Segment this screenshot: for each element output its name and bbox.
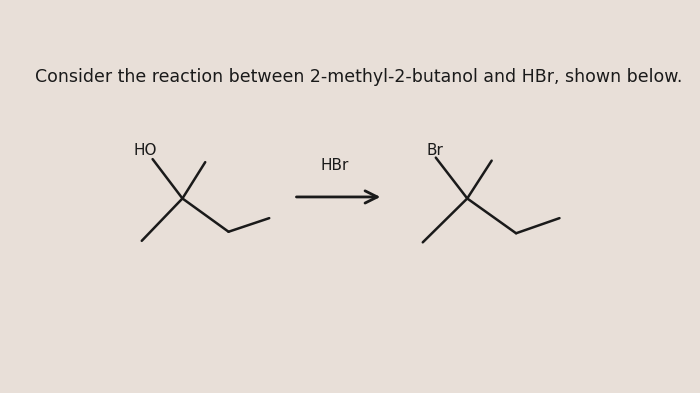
Text: HO: HO [134, 143, 157, 158]
Text: Consider the reaction between 2-methyl-2-butanol and HBr, shown below.: Consider the reaction between 2-methyl-2… [35, 68, 682, 86]
Text: Br: Br [426, 143, 443, 158]
Text: HBr: HBr [320, 158, 349, 173]
